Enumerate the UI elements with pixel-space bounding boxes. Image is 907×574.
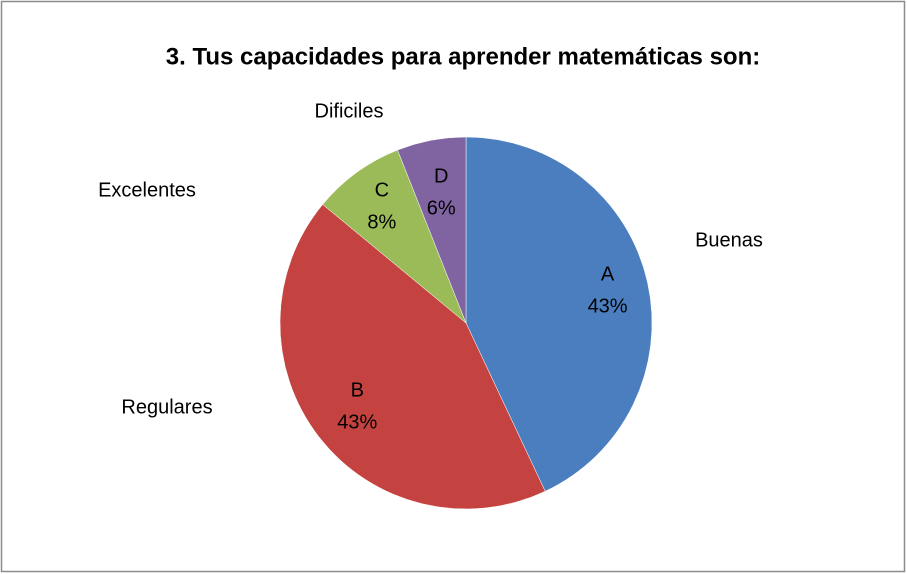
slice-outer-label: Buenas xyxy=(695,229,763,251)
slice-value-label: 43% xyxy=(588,296,628,318)
slice-outer-label: Regulares xyxy=(121,396,212,418)
slice-category: D xyxy=(434,166,448,188)
slice-category: A xyxy=(601,264,615,286)
slice-value-label: 43% xyxy=(337,412,377,434)
pie-slice xyxy=(279,204,546,510)
slice-outer-label: Excelentes xyxy=(98,179,196,201)
slice-value-label: 6% xyxy=(427,198,456,220)
slice-category: B xyxy=(351,380,364,402)
slice-outer-label: Dificiles xyxy=(315,100,384,122)
pie-slice xyxy=(397,136,467,324)
slice-category: C xyxy=(375,179,389,201)
pie-slice xyxy=(465,136,653,492)
chart-title: 3. Tus capacidades para aprender matemát… xyxy=(166,43,760,70)
pie-slice xyxy=(322,149,467,324)
slice-value-label: 8% xyxy=(367,211,396,233)
